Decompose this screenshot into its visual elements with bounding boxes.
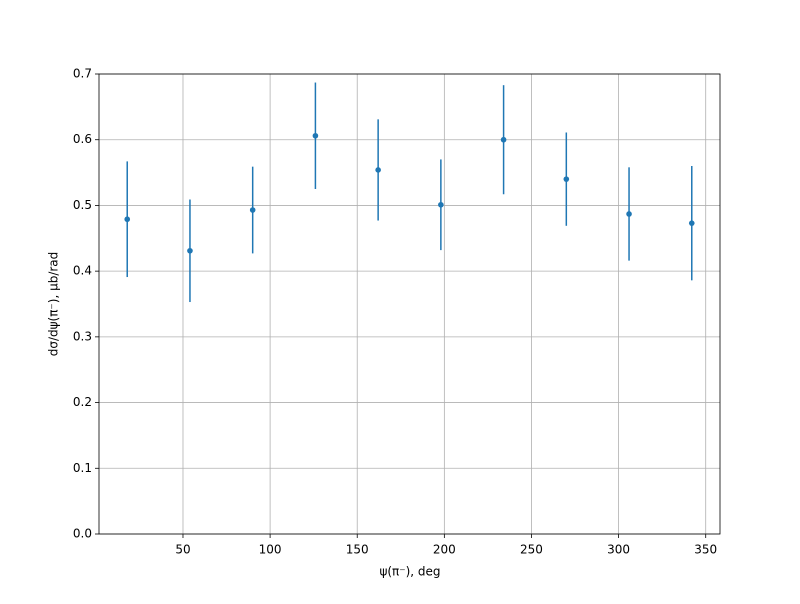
y-tick-label: 0.2: [73, 395, 92, 409]
x-tick-label: 150: [346, 543, 369, 557]
data-point: [500, 136, 507, 143]
y-tick-label: 0.1: [73, 461, 92, 475]
data-point: [375, 167, 381, 173]
y-tick-label: 0.5: [73, 198, 92, 212]
y-axis-label: dσ/dψ(π⁻), μb/rad: [47, 252, 61, 357]
x-tick-label: 300: [607, 543, 630, 557]
data-point: [312, 132, 319, 139]
data-point: [249, 207, 256, 213]
y-tick-label: 0.0: [73, 527, 92, 541]
data-point: [187, 247, 193, 254]
plot-frame: [98, 73, 721, 535]
data-point: [626, 211, 632, 217]
x-tick-label: 200: [433, 543, 456, 557]
y-tick-label: 0.3: [73, 329, 92, 343]
y-tick-label: 0.4: [73, 264, 92, 278]
y-tick-label: 0.6: [73, 132, 92, 146]
data-point: [124, 216, 131, 223]
x-tick-label: 100: [259, 543, 282, 557]
data-point: [688, 220, 695, 226]
x-axis-label: ψ(π⁻), deg: [379, 565, 440, 579]
x-tick-label: 250: [520, 543, 543, 557]
x-tick-label: 50: [175, 543, 190, 557]
x-tick-label: 350: [694, 543, 717, 557]
data-point: [563, 176, 570, 182]
y-tick-label: 0.7: [73, 67, 92, 81]
data-point: [438, 201, 444, 208]
